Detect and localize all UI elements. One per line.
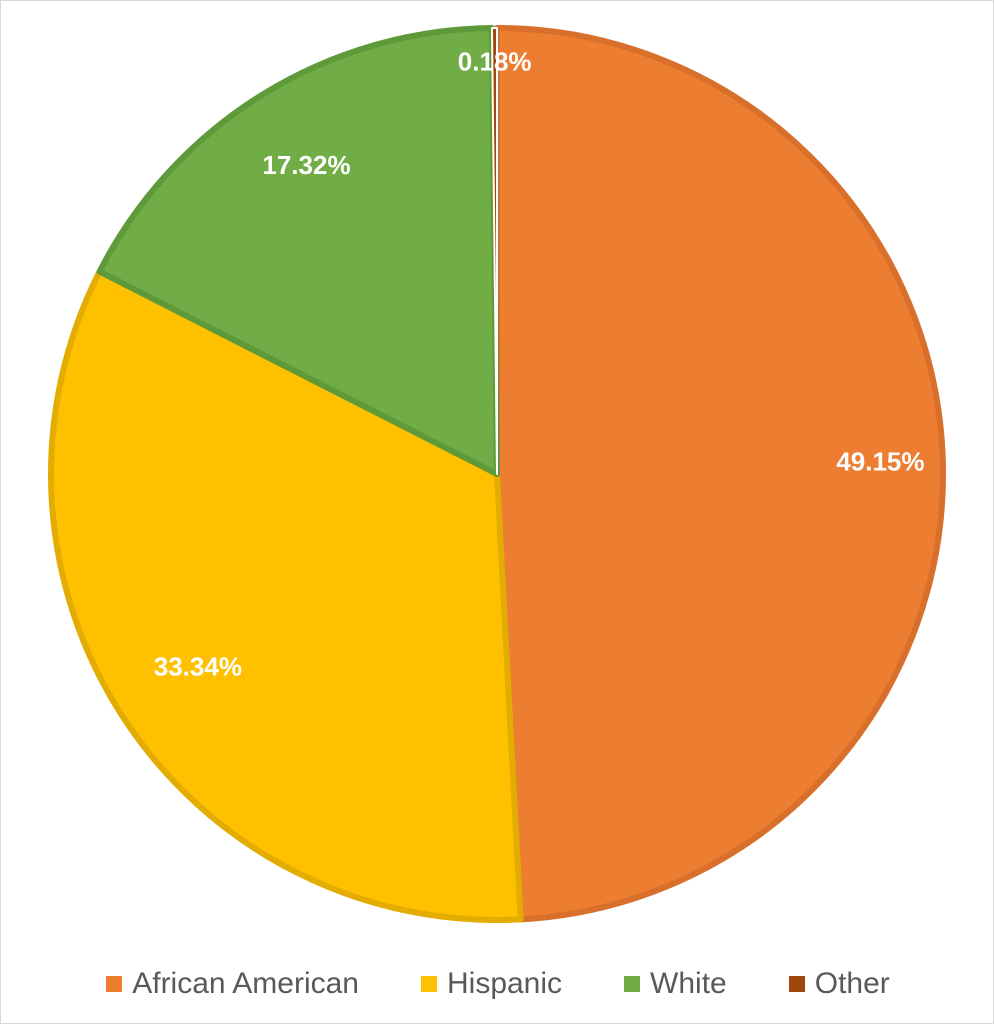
data-label-african-american: 49.15% [836,447,924,477]
legend-label-other: Other [814,967,890,1000]
legend-item-african-american: African American [106,967,359,1001]
legend-swatch-other [788,976,805,992]
data-label-hispanic: 33.34% [154,651,242,681]
legend-item-other: Other [788,967,890,1001]
pie-slice-hispanic [48,268,524,923]
data-label-white: 17.32% [262,150,350,180]
legend-label-white: White [650,967,727,1000]
legend-item-hispanic: Hispanic [420,967,563,1001]
legend-swatch-hispanic [420,976,437,992]
legend-label-african-american: African American [132,967,359,1000]
pie-slice-other [490,26,498,475]
legend-swatch-african-american [106,976,123,992]
legend-swatch-white [624,976,641,992]
pie-slices [48,25,946,923]
chart-legend: African American Hispanic White Other [1,963,994,1005]
legend-label-hispanic: Hispanic [446,967,563,1000]
data-label-other: 0.18% [458,47,532,77]
pie-slice-white [96,25,500,477]
legend-item-white: White [624,967,727,1001]
pie-chart: 49.15% 33.34% 17.32% 0.18% [48,25,946,923]
pie-slice-african-american [494,25,946,923]
pie-data-labels: 49.15% 33.34% 17.32% 0.18% [154,47,925,682]
